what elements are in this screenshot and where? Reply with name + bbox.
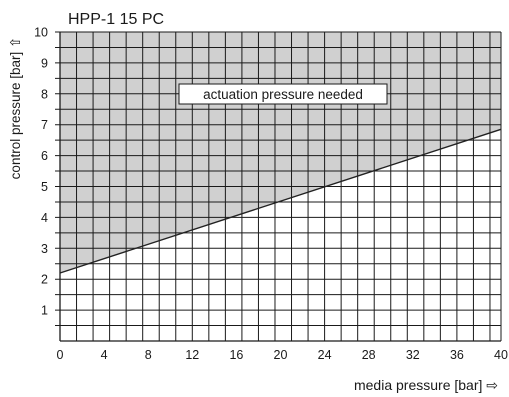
x-tick-label: 24 bbox=[318, 348, 332, 362]
y-tick-label: 10 bbox=[34, 26, 48, 40]
y-axis-label: control pressure [bar] ⇧ bbox=[8, 37, 23, 180]
annotation-box bbox=[178, 83, 388, 105]
x-tick-label: 28 bbox=[362, 348, 376, 362]
x-tick-label: 0 bbox=[57, 348, 64, 362]
chart-title: HPP-1 15 PC bbox=[68, 11, 164, 28]
x-tick-label: 32 bbox=[406, 348, 420, 362]
y-tick-label: 8 bbox=[41, 87, 48, 101]
x-tick-label: 4 bbox=[101, 348, 108, 362]
y-tick-label: 5 bbox=[41, 180, 48, 194]
grid-layer bbox=[55, 31, 502, 342]
y-tick-label: 6 bbox=[41, 149, 48, 163]
y-tick-label: 4 bbox=[41, 211, 48, 225]
x-tick-label: 12 bbox=[185, 348, 199, 362]
series-line-layer bbox=[59, 128, 502, 274]
x-tick-label: 8 bbox=[145, 348, 152, 362]
x-tick-label: 16 bbox=[229, 348, 243, 362]
y-tick-label: 9 bbox=[41, 56, 48, 70]
x-tick-label: 36 bbox=[450, 348, 464, 362]
x-axis-label: media pressure [bar] ⇨ bbox=[354, 377, 498, 393]
y-tick-label: 3 bbox=[41, 242, 48, 256]
annotation-label: actuation pressure needed bbox=[203, 87, 363, 102]
y-tick-label: 7 bbox=[41, 118, 48, 132]
x-tick-label: 40 bbox=[494, 348, 508, 362]
y-tick-label: 1 bbox=[41, 304, 48, 318]
series-line bbox=[59, 128, 502, 274]
y-tick-label: 2 bbox=[41, 273, 48, 287]
x-tick-label: 20 bbox=[274, 348, 288, 362]
